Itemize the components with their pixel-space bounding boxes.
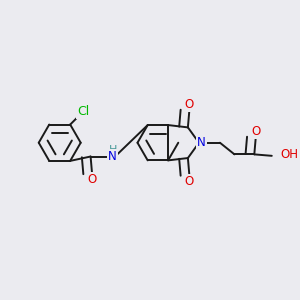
Text: N: N (197, 136, 206, 149)
Text: O: O (251, 124, 260, 138)
Text: O: O (185, 175, 194, 188)
Text: OH: OH (280, 148, 298, 161)
Text: H: H (109, 145, 117, 155)
Text: N: N (108, 150, 117, 163)
Text: O: O (185, 98, 194, 111)
Text: O: O (87, 173, 97, 186)
Text: Cl: Cl (77, 105, 90, 118)
